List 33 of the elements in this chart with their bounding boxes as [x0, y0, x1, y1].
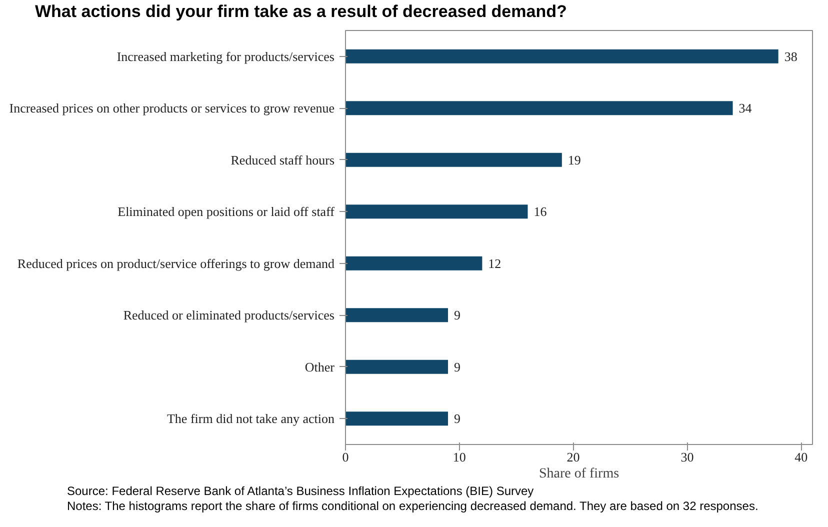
y-tick-label: Eliminated open positions or laid off staff [118, 204, 336, 220]
x-tick-label: 40 [794, 450, 808, 465]
bar [346, 412, 448, 426]
data-label: 34 [738, 100, 752, 116]
y-tick-label: Reduced or eliminated products/services [123, 308, 335, 323]
chart-title: What actions did your firm take as a result of decreased demand? [35, 2, 567, 21]
y-tick-label: Increased marketing for products/services [116, 49, 335, 64]
x-axis-title: Share of firms [538, 466, 620, 482]
source-note: Source: Federal Reserve Bank of Atlanta’s Business Inflation Expectations (BIE) Survey [67, 484, 534, 498]
y-tick-label: Reduced prices on product/service offerings to grow demand [17, 256, 335, 272]
y-tick-label: Other [304, 360, 336, 375]
bar [346, 101, 733, 116]
x-tick-label: 10 [452, 450, 466, 465]
bar [346, 153, 562, 168]
bar [346, 50, 778, 64]
x-tick-label: 0 [342, 450, 349, 465]
data-label: 9 [454, 360, 461, 375]
y-tick-label: Reduced staff hours [230, 152, 334, 168]
data-label: 12 [488, 256, 502, 272]
data-label: 9 [454, 411, 461, 426]
data-label: 38 [784, 49, 798, 64]
bar [346, 256, 482, 271]
bar [346, 204, 528, 219]
data-label: 19 [568, 152, 581, 168]
data-label: 9 [454, 308, 461, 323]
x-tick-label: 20 [566, 450, 580, 465]
bar [346, 308, 448, 322]
x-tick-label: 30 [680, 450, 694, 465]
data-label: 16 [534, 204, 548, 220]
y-tick-label: Increased prices on other products or services to grow revenue [9, 100, 335, 116]
text: Notes: The histograms report the share of firms conditional on experiencing decreased demand. They are based on 32 responses. [67, 499, 758, 514]
bar [346, 360, 448, 374]
y-tick-label: The firm did not take any action [167, 411, 335, 426]
